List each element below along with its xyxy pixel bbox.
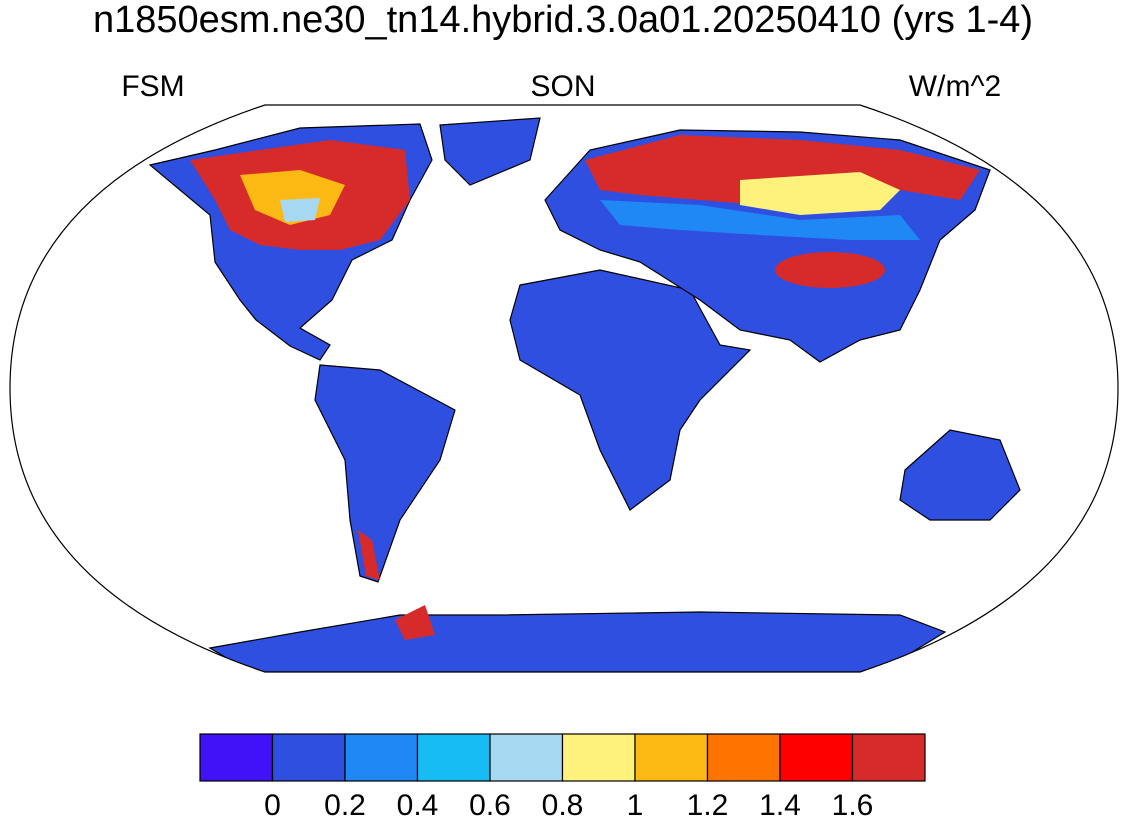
colorbar-box xyxy=(271,733,346,782)
colorbar: 0 0.2 0.4 0.6 0.8 1 1.2 1.4 1.6 xyxy=(199,733,926,822)
snow-patch xyxy=(280,198,320,222)
south-america xyxy=(314,364,456,583)
colorbar-box xyxy=(779,733,854,782)
colorbar-label: 0.4 xyxy=(397,789,439,822)
colorbar-label: 0.2 xyxy=(324,789,366,822)
colorbar-box xyxy=(416,733,491,782)
colorbar-box xyxy=(199,733,274,782)
colorbar-label: 1.4 xyxy=(759,789,801,822)
snow-patch xyxy=(600,200,920,240)
antarctica xyxy=(208,611,947,672)
africa xyxy=(509,269,752,511)
map xyxy=(9,104,1119,673)
colorbar-box xyxy=(706,733,781,782)
colorbar-box xyxy=(851,733,926,782)
colorbar-label: 1.6 xyxy=(832,789,874,822)
australia xyxy=(899,429,1021,521)
colorbar-box xyxy=(344,733,419,782)
snow-patch xyxy=(240,170,345,225)
colorbar-box xyxy=(489,733,564,782)
units-label: W/m^2 xyxy=(909,70,1001,103)
title: n1850esm.ne30_tn14.hybrid.3.0a01.2025041… xyxy=(93,0,1033,41)
snow-patch xyxy=(395,605,435,640)
season-label: SON xyxy=(530,70,595,103)
colorbar-box xyxy=(634,733,709,782)
snow-patch xyxy=(358,530,380,580)
colorbar-label: 1 xyxy=(627,789,644,822)
colorbar-label: 0.8 xyxy=(542,789,584,822)
colorbar-label: 1.2 xyxy=(687,789,729,822)
greenland xyxy=(439,117,541,186)
colorbar-label: 0 xyxy=(264,789,281,822)
variable-label: FSM xyxy=(121,70,184,103)
snow-patch xyxy=(740,172,900,215)
colorbar-label: 0.6 xyxy=(469,789,511,822)
snow-patch xyxy=(775,252,885,288)
colorbar-box xyxy=(561,733,636,782)
